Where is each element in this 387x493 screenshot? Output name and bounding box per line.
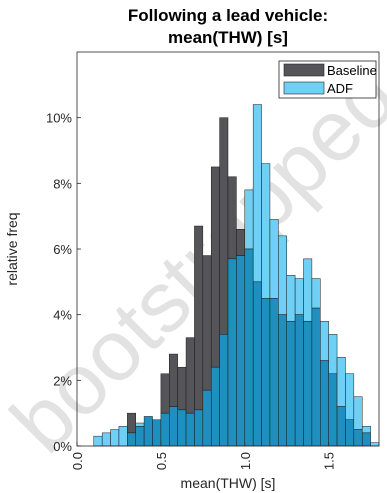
bar-overlap-10 xyxy=(177,409,187,447)
bar-adf-25 xyxy=(303,258,313,322)
bar-overlap-12 xyxy=(194,409,204,447)
y-tick-label: 10% xyxy=(46,111,72,126)
bar-adf-0 xyxy=(93,435,103,447)
chart-title-line-1: Following a lead vehicle: xyxy=(128,6,328,25)
bar-overlap-15 xyxy=(219,334,229,447)
x-tick-label: 1.0 xyxy=(238,452,253,470)
bar-adf-2 xyxy=(110,429,120,447)
bar-overlap-17 xyxy=(236,255,246,447)
bar-overlap-23 xyxy=(286,320,296,447)
y-axis-label: relative freq xyxy=(4,212,20,285)
bar-adf-26 xyxy=(311,278,321,309)
bar-baseline-9 xyxy=(169,353,178,407)
bar-baseline-16 xyxy=(227,176,237,260)
bar-overlap-32 xyxy=(361,432,371,447)
x-tick-label: 1.5 xyxy=(322,452,337,470)
y-tick-label: 0% xyxy=(53,439,72,454)
bar-overlap-21 xyxy=(269,298,279,447)
bar-overlap-7 xyxy=(152,419,162,447)
legend-label-adf: ADF xyxy=(327,81,353,96)
y-tick-label: 8% xyxy=(53,176,72,191)
bar-overlap-8 xyxy=(160,412,170,447)
bar-overlap-22 xyxy=(278,314,287,447)
bar-adf-5 xyxy=(135,422,145,427)
y-ticks-group: 0% 2% 4% 6% 8% 10% xyxy=(46,111,81,454)
bar-overlap-6 xyxy=(143,416,153,447)
bar-overlap-28 xyxy=(328,373,338,447)
bar-adf-19 xyxy=(252,104,262,283)
bar-adf-3 xyxy=(118,426,128,447)
bar-adf-28 xyxy=(328,334,338,375)
bar-adf-30 xyxy=(345,373,355,420)
bar-adf-32 xyxy=(361,426,371,434)
bar-adf-1 xyxy=(101,432,111,447)
bar-adf-29 xyxy=(336,357,346,407)
legend-swatch-adf xyxy=(283,81,325,95)
x-ticks-group: 0.0 0.5 1.0 1.5 xyxy=(70,442,337,470)
x-axis-label: mean(THW) [s] xyxy=(181,475,276,491)
bar-overlap-13 xyxy=(202,389,212,447)
bar-overlap-25 xyxy=(303,320,313,447)
bar-overlap-24 xyxy=(294,314,304,447)
bar-adf-21 xyxy=(269,219,279,299)
y-tick-label: 4% xyxy=(53,308,72,323)
chart-title-line-2: mean(THW) [s] xyxy=(168,28,288,47)
bar-overlap-9 xyxy=(169,406,178,447)
bar-baseline-11 xyxy=(185,337,195,414)
bar-overlap-11 xyxy=(185,412,195,447)
bar-adf-18 xyxy=(244,189,254,250)
bar-adf-22 xyxy=(278,235,287,315)
legend-swatch-baseline xyxy=(283,63,325,77)
bar-overlap-26 xyxy=(311,307,321,447)
bar-overlap-5 xyxy=(135,426,145,447)
bar-baseline-13 xyxy=(202,255,212,391)
bar-baseline-14 xyxy=(210,166,220,368)
bar-adf-31 xyxy=(353,396,363,430)
x-tick-label: 0.5 xyxy=(154,452,169,470)
bar-overlap-4 xyxy=(127,432,136,447)
y-tick-label: 6% xyxy=(53,242,72,257)
bar-adf-24 xyxy=(294,278,304,315)
bar-baseline-17 xyxy=(236,229,246,256)
bar-overlap-31 xyxy=(353,429,363,447)
bar-baseline-12 xyxy=(194,225,204,411)
bar-baseline-4 xyxy=(127,412,136,434)
legend: Baseline ADF xyxy=(278,60,377,99)
legend-label-baseline: Baseline xyxy=(327,63,377,78)
x-tick-label: 0.0 xyxy=(70,452,85,470)
bar-overlap-29 xyxy=(336,406,346,447)
y-tick-label: 2% xyxy=(53,373,72,388)
bars-group xyxy=(93,104,380,447)
bar-baseline-10 xyxy=(177,366,187,411)
bar-baseline-8 xyxy=(160,373,170,414)
bar-adf-27 xyxy=(320,320,329,361)
bar-overlap-16 xyxy=(227,258,237,447)
bar-baseline-15 xyxy=(219,117,229,335)
bar-adf-33 xyxy=(370,442,380,447)
bar-adf-23 xyxy=(286,275,296,322)
bar-overlap-19 xyxy=(252,281,262,447)
bar-overlap-18 xyxy=(244,248,254,447)
bar-overlap-20 xyxy=(261,298,271,447)
bar-overlap-30 xyxy=(345,419,355,447)
bar-overlap-14 xyxy=(210,366,220,447)
bar-adf-20 xyxy=(261,163,271,299)
bar-overlap-27 xyxy=(320,360,329,447)
